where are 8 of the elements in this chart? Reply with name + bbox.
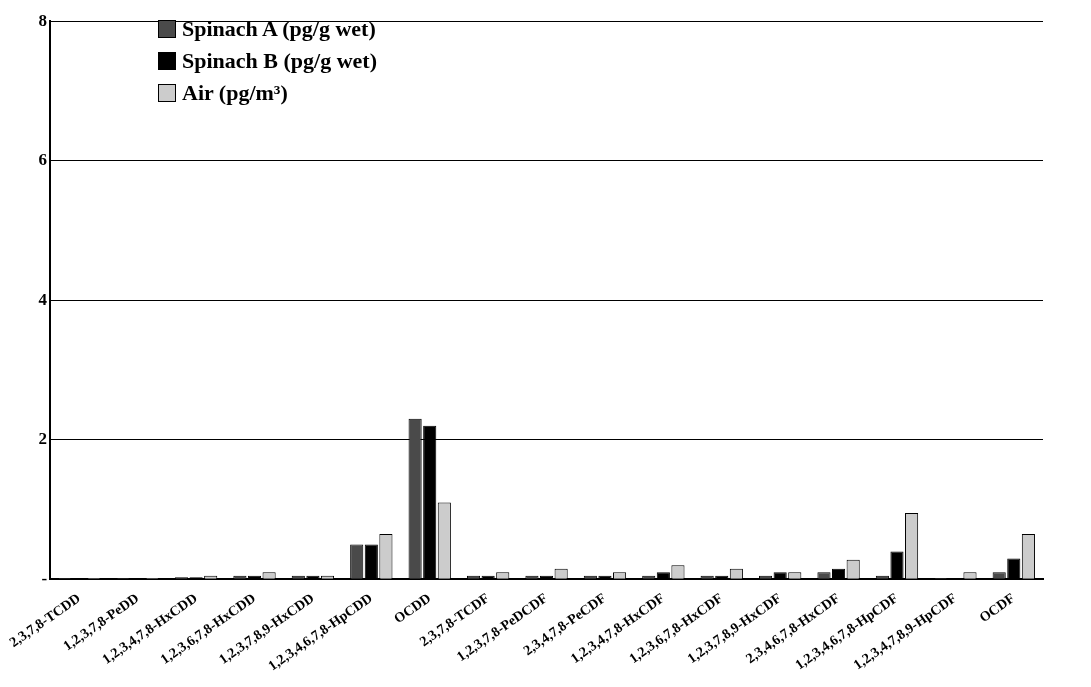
y-tick-label: -: [41, 568, 48, 588]
legend-label: Air (pg/m³): [182, 80, 288, 106]
y-tick-label: 2: [38, 429, 48, 449]
legend-label: Spinach A (pg/g wet): [182, 16, 376, 42]
y-tick-label: 8: [38, 10, 48, 30]
y-tick-label: 6: [38, 150, 48, 170]
legend-label: Spinach B (pg/g wet): [182, 48, 377, 74]
y-tick-label: 4: [38, 289, 48, 309]
